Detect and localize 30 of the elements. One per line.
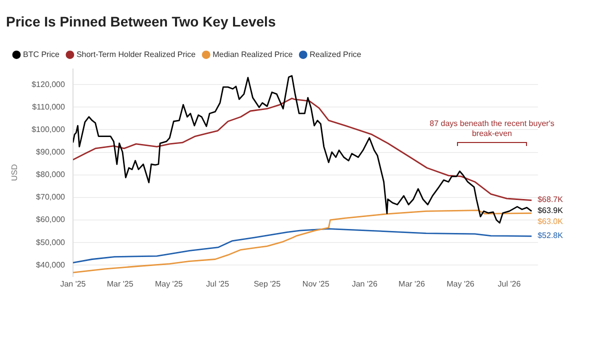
y-tick-label: $100,000	[32, 124, 66, 134]
y-tick-label: $80,000	[36, 170, 66, 180]
y-axis-title: USD	[10, 164, 20, 182]
x-tick-label: Jan '25	[60, 279, 86, 288]
x-tick-label: Nov '25	[302, 279, 330, 288]
x-tick-label: May '25	[154, 279, 184, 288]
legend-label: Realized Price	[310, 50, 362, 60]
x-tick-label: Mar '25	[106, 279, 134, 288]
y-tick-label: $60,000	[36, 215, 66, 224]
legend-label: BTC Price	[23, 50, 60, 60]
x-tick-label: Sep '25	[254, 279, 282, 288]
annotation: $68.7K	[538, 195, 563, 206]
y-tick-label: $50,000	[36, 238, 66, 247]
x-tick-label: Jul '25	[206, 279, 230, 288]
x-tick-label: Jul '26	[498, 279, 522, 288]
annotation: 87 days beneath the recent buyer's break-even	[428, 118, 556, 139]
x-tick-label: May '26	[446, 279, 475, 288]
legend-label: Median Realized Price	[212, 50, 294, 60]
x-tick-label: Mar '26	[398, 279, 426, 288]
legend-label: Short-Term Holder Realized Price	[76, 50, 196, 60]
chart-title: Price Is Pinned Between Two Key Levels	[6, 13, 276, 30]
y-tick-label: $90,000	[36, 147, 66, 156]
y-tick-label: $40,000	[36, 260, 66, 270]
x-tick-label: Jan '26	[352, 279, 378, 288]
y-tick-label: $120,000	[32, 80, 66, 89]
annotation: $63.0K	[538, 217, 563, 228]
annotation: $52.8K	[538, 231, 563, 242]
annotation: $63.9K	[538, 206, 563, 216]
y-tick-label: $110,000	[32, 102, 66, 112]
y-tick-label: $70,000	[36, 192, 66, 202]
